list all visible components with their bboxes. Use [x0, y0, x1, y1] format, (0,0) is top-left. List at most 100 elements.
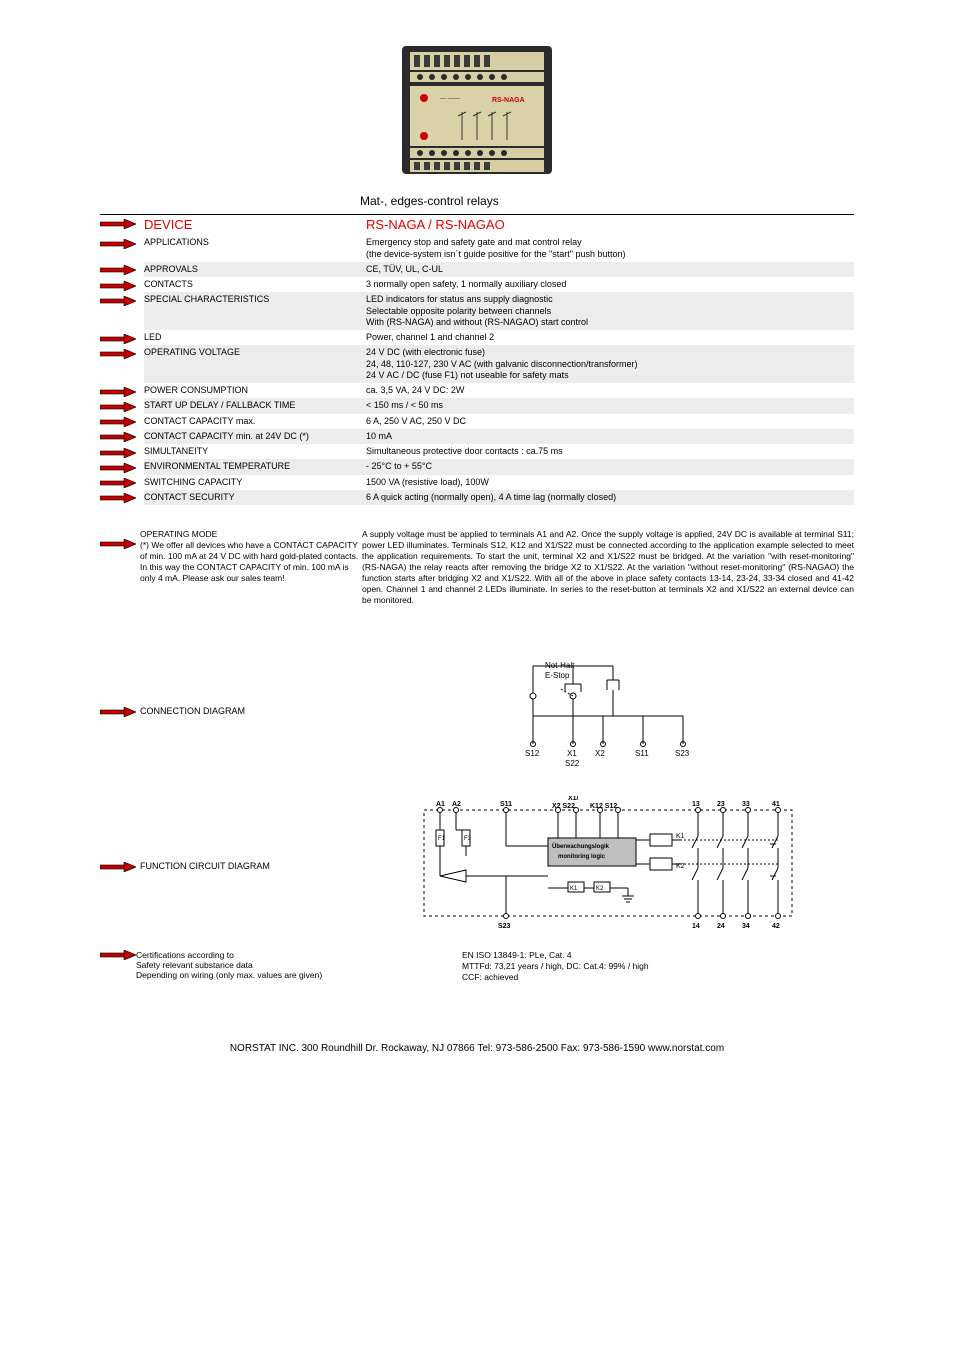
arrow-cell [100, 444, 144, 459]
connection-diagram-label: CONNECTION DIAGRAM [136, 706, 245, 716]
arrow-icon [100, 417, 136, 425]
spec-value: Emergency stop and safety gate and mat c… [366, 235, 854, 262]
cert-left-1: Certifications according to [136, 950, 322, 960]
operating-mode-block: OPERATING MODE (*) We offer all devices … [100, 529, 854, 606]
cert-r1: EN ISO 13849-1: PLe, Cat. 4 [462, 950, 854, 961]
subtitle: Mat-, edges-control relays [360, 194, 854, 208]
arrow-cell [100, 383, 144, 398]
table-row: OPERATING VOLTAGE24 V DC (with electroni… [100, 345, 854, 383]
spec-value: 24 V DC (with electronic fuse) 24, 48, 1… [366, 345, 854, 383]
lbl-k1b: K1 [570, 886, 578, 892]
cert-r2: MTTFd: 73,21 years / high, DC: Cat.4: 99… [462, 961, 854, 972]
lbl-14: 14 [692, 923, 700, 930]
arrow-icon [100, 463, 136, 471]
table-row: POWER CONSUMPTIONca. 3,5 VA, 24 V DC: 2W [100, 383, 854, 398]
arrow-cell [100, 292, 144, 330]
table-row: APPROVALSCE, TÜV, UL, C-UL [100, 262, 854, 277]
spec-value: LED indicators for status ans supply dia… [366, 292, 854, 330]
arrow-cell [100, 345, 144, 383]
arrow-cell [100, 277, 144, 292]
spec-label: ENVIRONMENTAL TEMPERATURE [144, 459, 366, 474]
arrow-cell [100, 398, 144, 413]
label-nothalt: Not-Halt [545, 661, 575, 670]
table-row: CONTACT CAPACITY min. at 24V DC (*)10 mA [100, 429, 854, 444]
lbl-k12s12: K12 S12 [590, 803, 617, 810]
arrow-icon [100, 432, 136, 440]
arrow-icon [100, 707, 136, 715]
spec-value: CE, TÜV, UL, C-UL [366, 262, 854, 277]
label-s22: S22 [565, 759, 580, 766]
table-row: START UP DELAY / FALLBACK TIME< 150 ms /… [100, 398, 854, 413]
arrow-icon [100, 478, 136, 486]
lbl-k2b: K2 [596, 886, 604, 892]
arrow-cell [100, 475, 144, 490]
spec-table: DEVICE RS-NAGA / RS-NAGAO APPLICATIONSEm… [100, 215, 854, 505]
spec-label: SIMULTANEITY [144, 444, 366, 459]
lbl-24: 24 [717, 923, 725, 930]
arrow-cell [100, 235, 144, 262]
lbl-a1: A1 [436, 801, 445, 808]
arrow-icon [100, 493, 136, 501]
lbl-s22: X2 S22 [552, 803, 575, 810]
lbl-23: 23 [717, 801, 725, 808]
table-row: APPLICATIONSEmergency stop and safety ga… [100, 235, 854, 262]
spec-label: POWER CONSUMPTION [144, 383, 366, 398]
header-model: RS-NAGA / RS-NAGAO [366, 217, 505, 232]
lbl-k2: K2 [676, 863, 685, 870]
cert-left-2: Safety relevant substance data [136, 960, 322, 970]
spec-label: APPLICATIONS [144, 235, 366, 262]
label-s11: S11 [635, 749, 649, 758]
lbl-k1: K1 [676, 833, 685, 840]
spec-label: SPECIAL CHARACTERISTICS [144, 292, 366, 330]
label-s23: S23 [675, 749, 690, 758]
footer: NORSTAT INC. 300 Roundhill Dr. Rockaway,… [100, 1043, 854, 1054]
table-row: SIMULTANEITYSimultaneous protective door… [100, 444, 854, 459]
lbl-s23: S23 [498, 923, 511, 930]
svg-text:— ——: — —— [440, 96, 460, 102]
arrow-cell [100, 459, 144, 474]
connection-diagram: Not-Halt E-Stop S12 X1 X2 S22 S11 S23 [503, 656, 713, 766]
lbl-f3: F3 [464, 836, 472, 842]
header-device: DEVICE [144, 217, 192, 232]
lbl-41: 41 [772, 801, 780, 808]
table-row: CONTACT SECURITY6 A quick acting (normal… [100, 490, 854, 505]
arrow-icon [100, 387, 136, 395]
spec-value: ca. 3,5 VA, 24 V DC: 2W [366, 383, 854, 398]
arrow-cell [100, 414, 144, 429]
spec-value: 3 normally open safety, 1 normally auxil… [366, 277, 854, 292]
function-circuit-diagram: A1 A2 S11 X1/ X2 S22 K12 S12 13 23 33 41… [418, 796, 798, 936]
lbl-logic2: monitoring logic [558, 854, 606, 860]
table-row: CONTACT CAPACITY max.6 A, 250 V AC, 250 … [100, 414, 854, 429]
arrow-icon [100, 950, 136, 958]
spec-label: START UP DELAY / FALLBACK TIME [144, 398, 366, 413]
spec-label: SWITCHING CAPACITY [144, 475, 366, 490]
spec-label: LED [144, 330, 366, 345]
table-row: CONTACTS3 normally open safety, 1 normal… [100, 277, 854, 292]
arrow-cell [100, 262, 144, 277]
arrow-icon [100, 448, 136, 456]
spec-label: CONTACTS [144, 277, 366, 292]
spec-value: 6 A, 250 V AC, 250 V DC [366, 414, 854, 429]
table-row: LEDPower, channel 1 and channel 2 [100, 330, 854, 345]
spec-value: 10 mA [366, 429, 854, 444]
arrow-icon [100, 402, 136, 410]
table-row: SPECIAL CHARACTERISTICSLED indicators fo… [100, 292, 854, 330]
arrow-icon [100, 349, 136, 357]
spec-value: 6 A quick acting (normally open), 4 A ti… [366, 490, 854, 505]
arrow-cell [100, 330, 144, 345]
spec-label: OPERATING VOLTAGE [144, 345, 366, 383]
operating-mode-title: OPERATING MODE [140, 529, 362, 540]
product-image: — —— RS-NAGA [392, 40, 562, 180]
spec-label: CONTACT SECURITY [144, 490, 366, 505]
lbl-f1: F1 [438, 836, 446, 842]
arrow-icon [100, 334, 136, 342]
lbl-s11: S11 [500, 801, 512, 808]
operating-mode-note: (*) We offer all devices who have a CONT… [140, 540, 362, 584]
arrow-icon [100, 539, 136, 547]
spec-value: 1500 VA (resistive load), 100W [366, 475, 854, 490]
spec-label: CONTACT CAPACITY min. at 24V DC (*) [144, 429, 366, 444]
arrow-icon [100, 862, 136, 870]
spec-value: < 150 ms / < 50 ms [366, 398, 854, 413]
spec-value: - 25°C to + 55°C [366, 459, 854, 474]
lbl-42: 42 [772, 923, 780, 930]
